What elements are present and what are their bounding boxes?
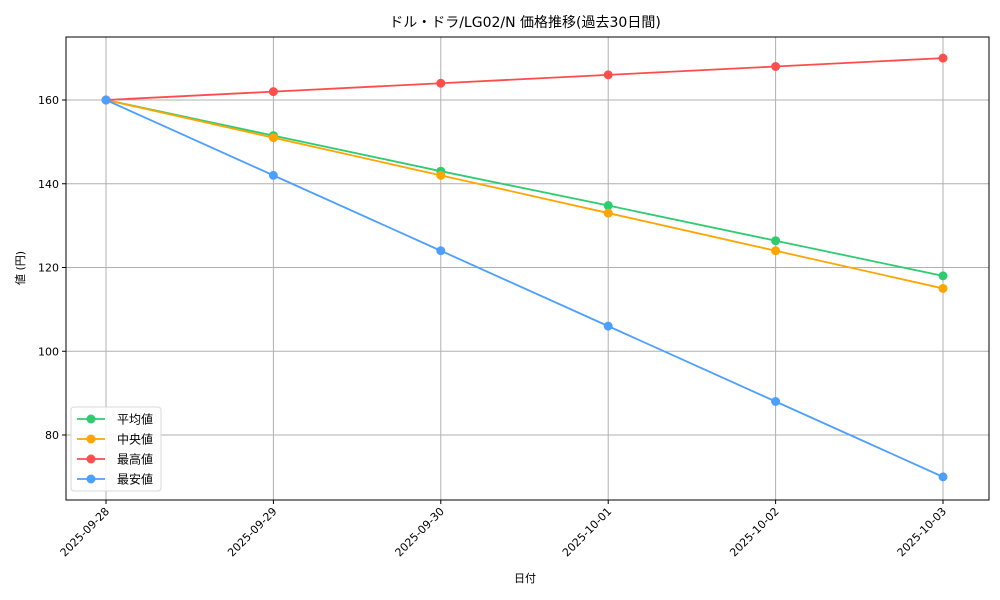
series-line xyxy=(101,95,948,482)
y-tick-label: 100 xyxy=(38,345,59,358)
data-point xyxy=(436,170,446,180)
y-tick-label: 160 xyxy=(38,94,59,107)
legend-item: 平均値 xyxy=(77,412,153,427)
y-tick-label: 80 xyxy=(45,429,59,442)
plot-area-frame xyxy=(65,36,990,501)
data-point xyxy=(436,78,446,88)
series-lines xyxy=(101,53,948,482)
legend-item: 最安値 xyxy=(77,472,153,487)
x-tick-label: 2025-09-30 xyxy=(393,505,447,559)
data-point xyxy=(268,170,278,180)
data-point xyxy=(603,70,613,80)
x-tick-label: 2025-09-28 xyxy=(58,505,112,559)
data-point xyxy=(603,321,613,331)
data-point xyxy=(603,208,613,218)
data-point xyxy=(938,271,948,281)
x-tick-label: 2025-10-03 xyxy=(895,505,949,559)
x-tick-label: 2025-09-29 xyxy=(225,505,279,559)
data-point xyxy=(771,246,781,256)
legend-label: 最高値 xyxy=(117,452,153,467)
x-axis-label: 日付 xyxy=(514,572,536,585)
data-point xyxy=(268,133,278,143)
legend-item: 中央値 xyxy=(77,432,153,447)
x-axis-ticks: 2025-09-28 2025-09-29 2025-09-30 2025-10-01… xyxy=(58,500,949,559)
data-point xyxy=(771,397,781,406)
data-point xyxy=(101,95,111,105)
y-tick-label: 140 xyxy=(38,178,59,191)
data-point xyxy=(938,472,948,482)
data-point xyxy=(938,53,948,63)
grid-lines xyxy=(66,37,989,500)
legend-label: 最安値 xyxy=(117,472,153,487)
data-point xyxy=(771,236,781,246)
y-axis-label: 値 (円) xyxy=(14,251,27,285)
y-axis-ticks: 80 100 120 140 160 xyxy=(38,94,66,442)
data-point xyxy=(603,201,613,211)
data-point xyxy=(938,283,948,293)
x-tick-label: 2025-10-01 xyxy=(560,505,614,559)
data-point xyxy=(268,87,278,97)
data-point xyxy=(436,246,446,256)
data-point xyxy=(771,62,781,71)
series-line xyxy=(101,53,948,105)
series-line xyxy=(101,95,948,281)
legend-label: 中央値 xyxy=(117,432,153,447)
chart-title: ドル・ドラ/LG02/N 価格推移(過去30日間) xyxy=(389,15,661,31)
x-tick-label: 2025-10-02 xyxy=(727,505,781,559)
y-tick-label: 120 xyxy=(38,262,59,275)
legend-item: 最高値 xyxy=(77,452,153,467)
legend-label: 平均値 xyxy=(117,412,153,427)
